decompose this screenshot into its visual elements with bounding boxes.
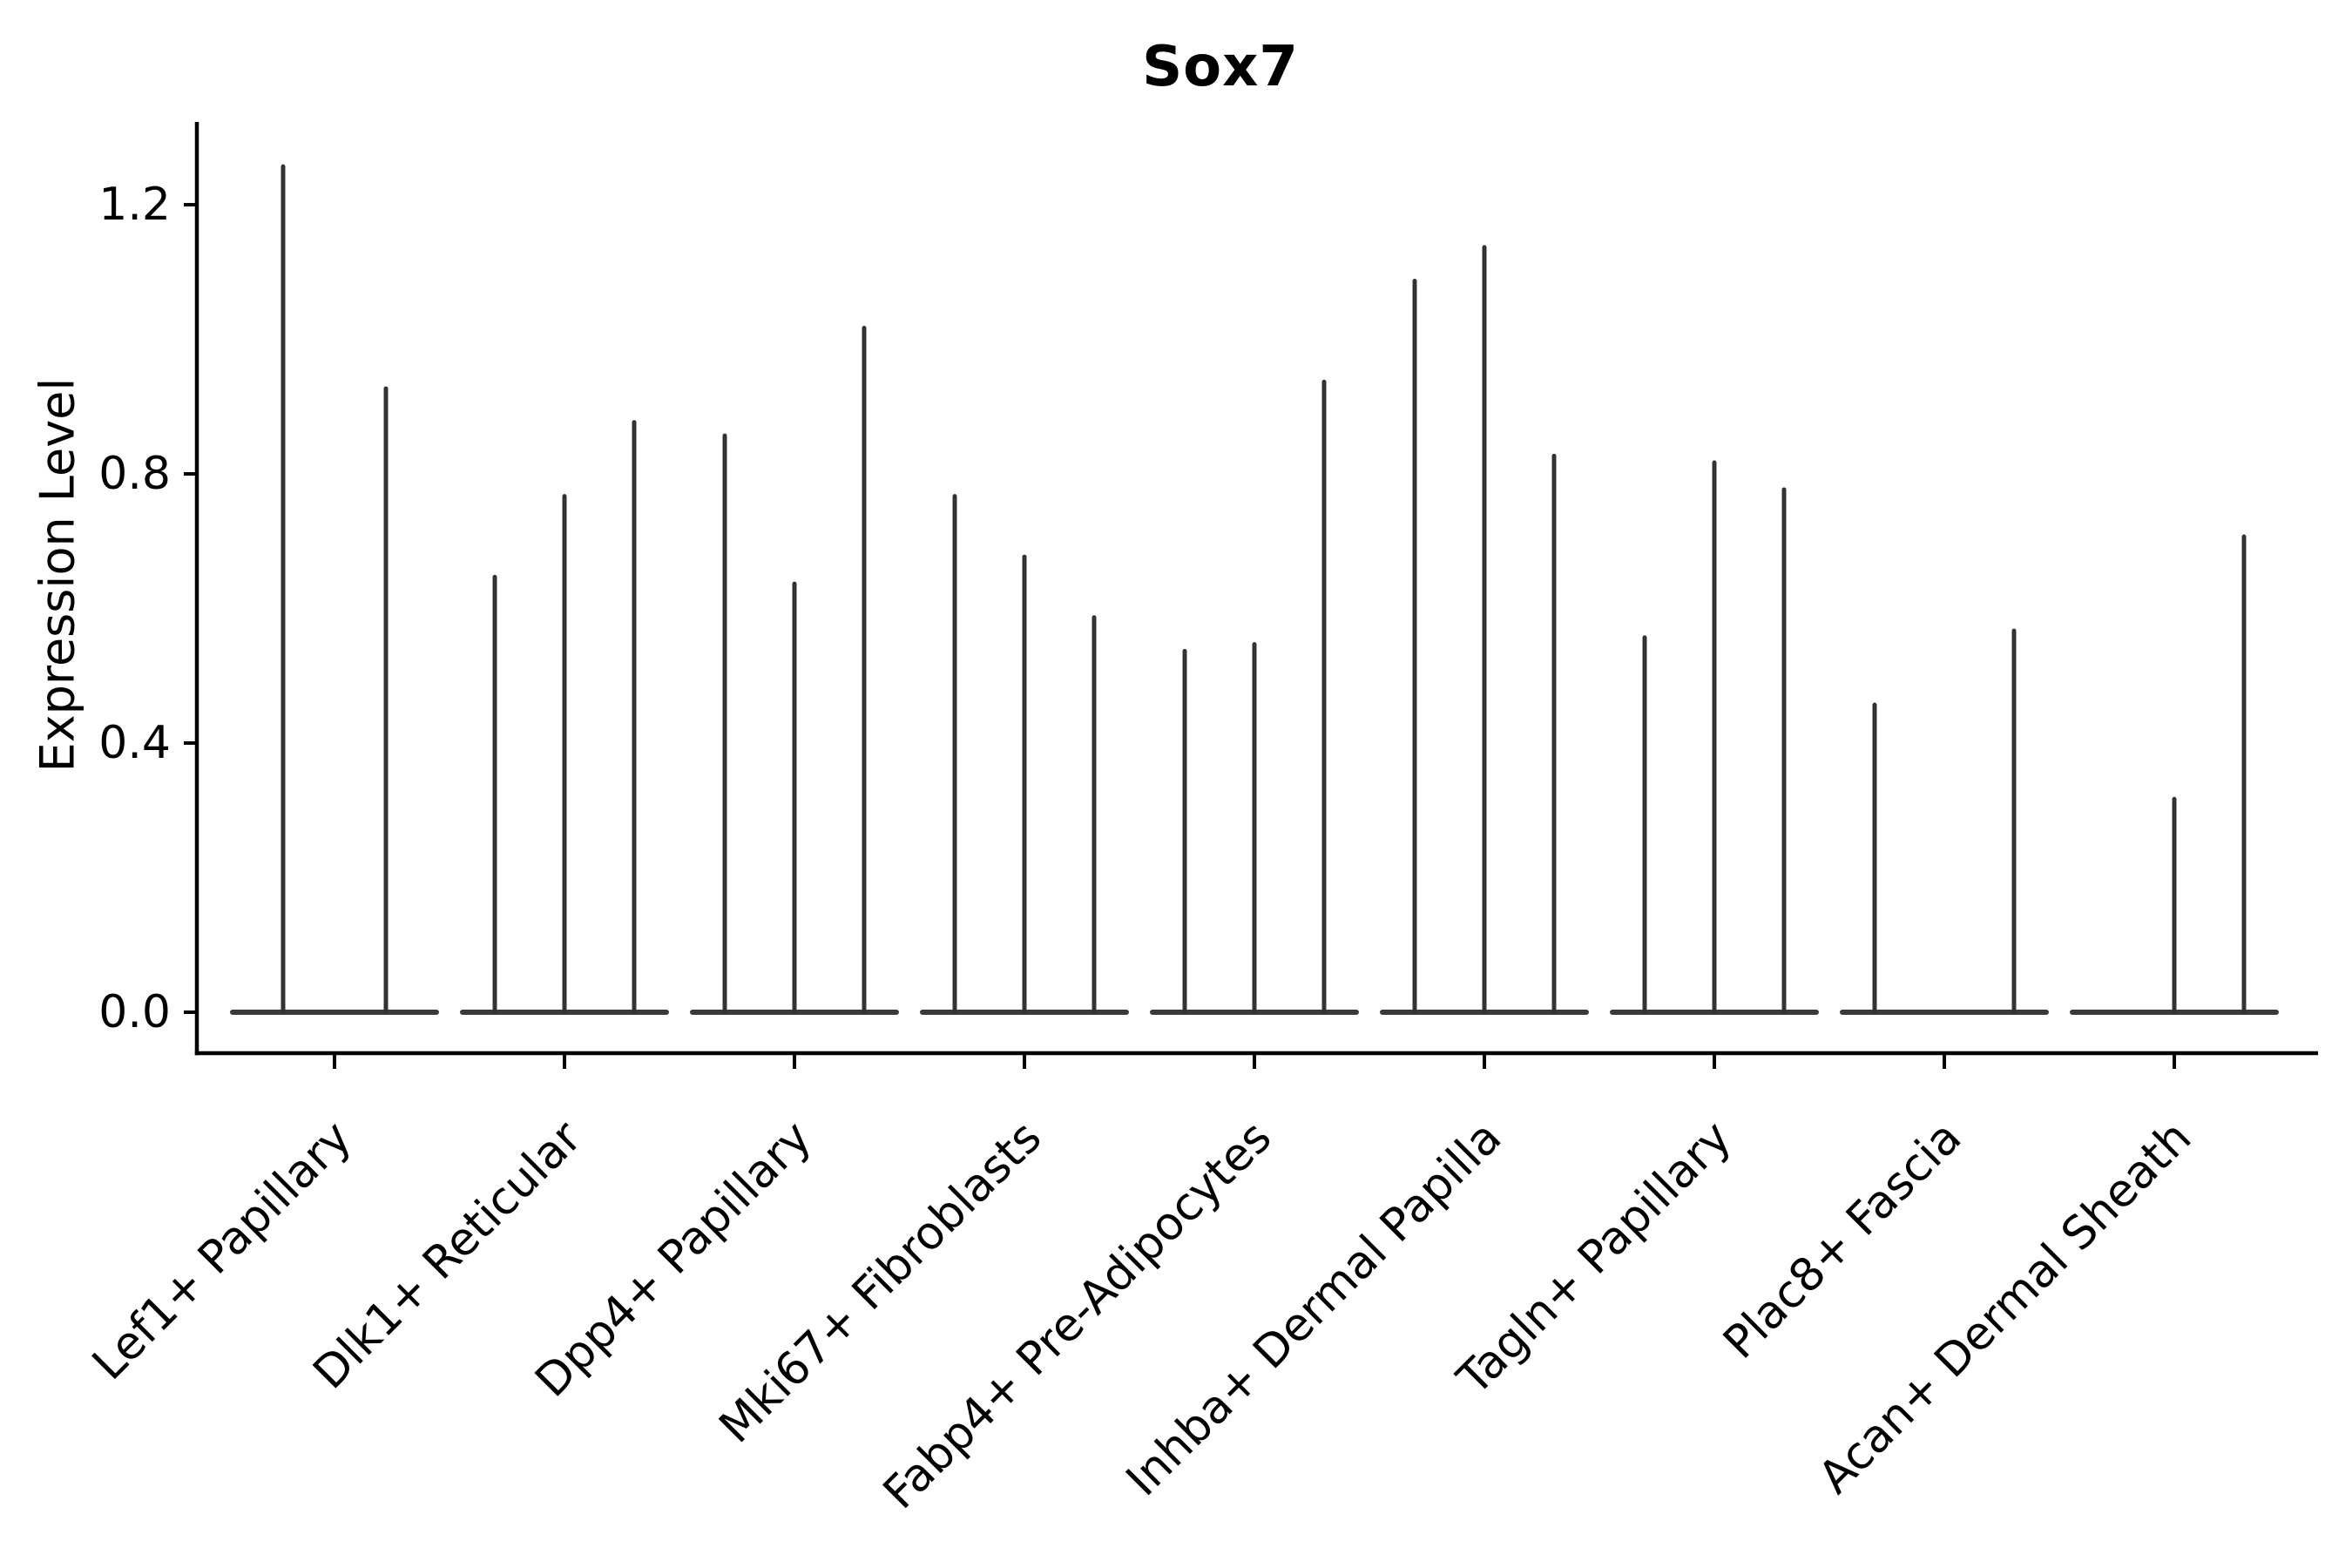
violin-spike <box>1022 554 1027 1014</box>
violin-body-baseline <box>1840 1010 2049 1015</box>
violin-spike <box>722 433 727 1014</box>
chart-title: Sox7 <box>1142 35 1299 99</box>
x-tick-label: Plac8+ Fascia <box>1713 1112 1971 1369</box>
x-tick-label: Acan+ Dermal Sheath <box>1809 1112 2202 1504</box>
violin-spike <box>1092 615 1097 1014</box>
violin-spike <box>383 386 389 1014</box>
violin-spike <box>1642 635 1647 1014</box>
violin-spike <box>2011 628 2017 1014</box>
violin-spike <box>1321 379 1327 1015</box>
violin-spike <box>562 494 567 1014</box>
x-tick-label: Inhba+ Dermal Papilla <box>1117 1112 1511 1506</box>
y-tick-label: 0.8 <box>98 448 171 500</box>
violin-spike <box>1551 453 1557 1014</box>
y-tick-label: 0.0 <box>98 986 171 1038</box>
violin-spike <box>862 326 867 1014</box>
violin-spike <box>1182 648 1187 1014</box>
violin-spike <box>1872 702 1877 1014</box>
violin-spike <box>952 494 957 1014</box>
violin-spike <box>492 574 497 1014</box>
violin-spike <box>280 164 286 1014</box>
y-tick-label: 0.4 <box>98 717 171 769</box>
violin-body-baseline <box>230 1010 439 1015</box>
violin-spike <box>2241 534 2247 1014</box>
x-tick-label: Fabp4+ Pre-Adipocytes <box>874 1112 1281 1519</box>
y-tick-label: 1.2 <box>98 179 171 231</box>
violin-spike <box>792 581 797 1014</box>
violin-spike <box>1712 460 1717 1014</box>
violin-spike <box>632 420 637 1014</box>
violin-spike <box>1482 245 1487 1015</box>
violin-spike <box>1781 487 1787 1014</box>
violin-spike <box>2172 796 2177 1014</box>
violin-spike <box>1252 642 1257 1014</box>
violin-spike <box>1412 278 1417 1015</box>
